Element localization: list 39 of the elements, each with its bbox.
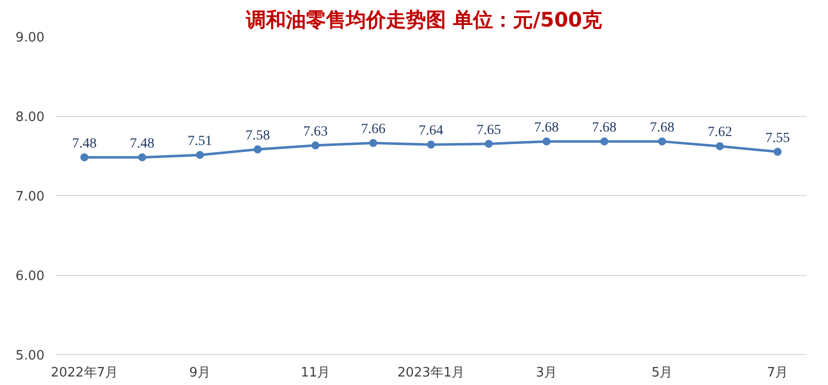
point <box>369 139 378 148</box>
x-tick-label: 9月 <box>189 366 211 380</box>
point <box>658 137 666 146</box>
y-tick-label: 5.00 <box>16 348 45 364</box>
data-label: 7.64 <box>418 124 444 139</box>
data-label: 7.58 <box>245 128 270 144</box>
x-tick-label: 7月 <box>766 366 788 380</box>
point <box>196 150 204 159</box>
data-label: 7.65 <box>476 122 502 138</box>
x-tick-label: 5月 <box>651 366 673 380</box>
data-label: 7.55 <box>765 130 790 146</box>
data-label: 7.62 <box>708 125 732 140</box>
y-tick-label: 8.00 <box>16 110 45 125</box>
point <box>484 140 493 148</box>
point <box>80 153 88 162</box>
y-tick-label: 9.00 <box>16 30 45 46</box>
y-tick-label: 6.00 <box>16 269 45 284</box>
x-tick-label: 2022年7月 <box>50 366 118 380</box>
data-label: 7.48 <box>72 136 97 152</box>
point <box>254 145 262 154</box>
point <box>600 137 608 146</box>
x-tick-label: 2023年1月 <box>397 366 465 380</box>
data-label: 7.66 <box>360 122 386 138</box>
data-label: 7.48 <box>130 136 154 152</box>
point <box>311 141 320 150</box>
y-tick-label: 7.00 <box>16 190 45 204</box>
point <box>542 137 551 146</box>
data-label: 7.51 <box>188 134 212 149</box>
data-label: 7.68 <box>534 120 559 136</box>
data-label: 7.68 <box>592 120 617 136</box>
x-tick-label: 11月 <box>300 366 330 380</box>
data-label: 7.63 <box>303 124 328 140</box>
data-label: 7.68 <box>650 120 674 136</box>
point <box>427 140 435 149</box>
chart-title: 调和油零售均价走势图 单位：元/500克 <box>245 8 602 32</box>
point <box>138 153 146 162</box>
x-tick-label: 3月 <box>536 366 558 380</box>
point <box>716 142 724 150</box>
point <box>774 148 782 156</box>
